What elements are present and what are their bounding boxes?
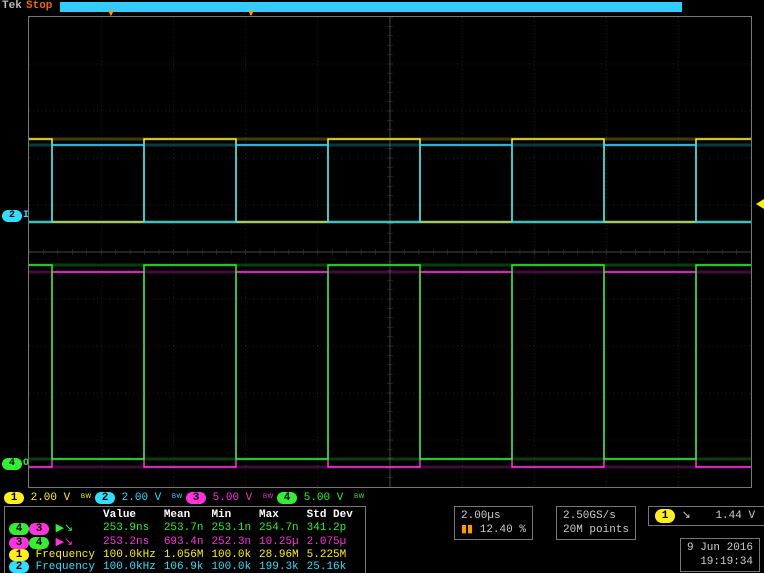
date-label: 9 Jun 2016 [687,541,753,555]
channel-scale-row: 1 2.00 Vᴮᵂ 2 2.00 Vᴮᵂ 3 5.00 Vᴮᵂ 4 5.00 Vᴮᵂ [4,490,364,506]
acquisition-box: 2.50GS/s 20M points [556,506,636,540]
top-bar: Tek Stop ▼▼ [0,0,764,14]
trigger-level-arrow-icon [756,199,764,209]
channel-scale: 1 2.00 Vᴮᵂ [4,492,91,504]
trigger-edge-icon: ↘ [682,510,691,522]
timebase-scale: 2.00µs [461,510,501,522]
channel-scale: 2 2.00 Vᴮᵂ [95,492,182,504]
brand-label: Tek [2,0,22,12]
record-length: 20M points [563,523,629,537]
record-bar [60,2,682,12]
position-icon: ▮▮ [461,524,473,536]
waveform-plot[interactable] [28,16,752,488]
sample-rate: 2.50GS/s [563,509,629,523]
record-bar-window [61,3,681,11]
channel-scale: 3 5.00 Vᴮᵂ [186,492,273,504]
datetime-box: 9 Jun 2016 19:19:34 [680,538,760,572]
trigger-channel-pill: 1 [655,509,675,523]
trigger-box: 1 ↘ 1.44 V [648,506,764,526]
plot-waveforms [29,17,751,487]
timebase-box: 2.00µs ▮▮ 12.40 % [454,506,533,540]
channel-scale: 4 5.00 Vᴮᵂ [277,492,364,504]
trigger-level: 1.44 V [715,510,755,522]
time-label: 19:19:34 [687,555,753,569]
timebase-position: 12.40 % [480,524,526,536]
measurements-panel: ValueMeanMinMaxStd Dev43 ▶↘253.9ns253.7n… [4,506,366,573]
run-state-label: Stop [26,0,52,12]
measurements-table: ValueMeanMinMaxStd Dev43 ▶↘253.9ns253.7n… [9,509,361,573]
